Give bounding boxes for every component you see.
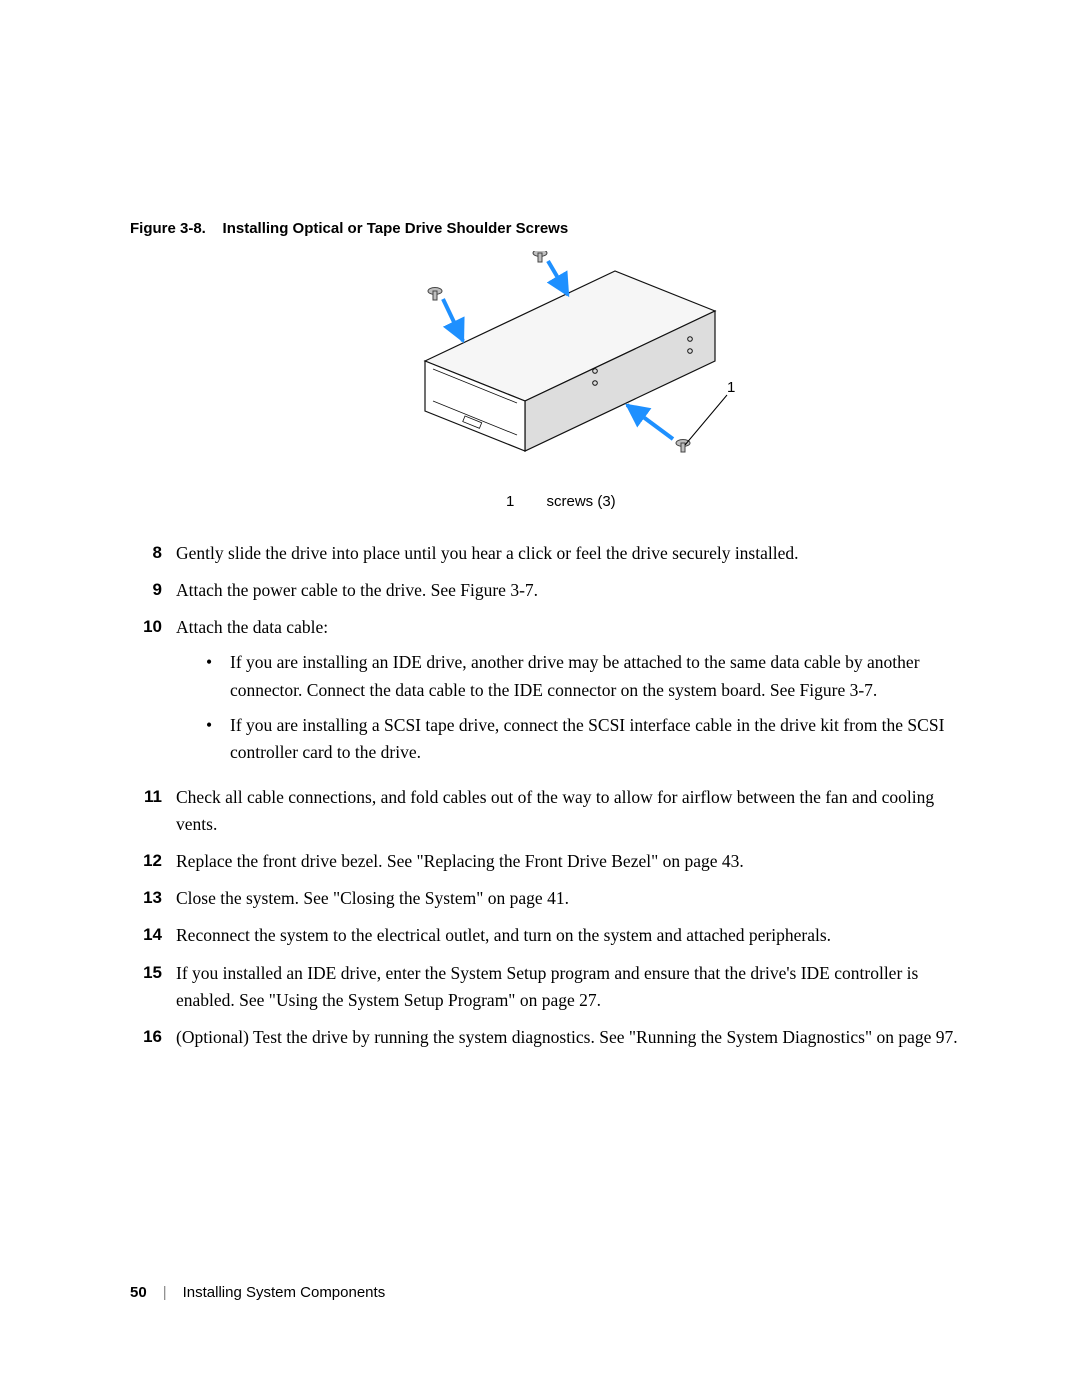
figure-legend: 1 screws (3) [130, 493, 960, 510]
steps-list: 8 Gently slide the drive into place unti… [130, 540, 960, 1051]
step-10-bullets: If you are installing an IDE drive, anot… [176, 649, 960, 766]
step-text-main: Attach the data cable: [176, 617, 328, 637]
step-text: If you installed an IDE drive, enter the… [176, 960, 960, 1014]
bullet: If you are installing a SCSI tape drive,… [206, 712, 960, 766]
step-text: Attach the data cable: If you are instal… [176, 614, 960, 774]
step-number: 8 [130, 540, 162, 566]
step-9: 9 Attach the power cable to the drive. S… [130, 577, 960, 604]
step-16: 16 (Optional) Test the drive by running … [130, 1024, 960, 1051]
figure-legend-number: 1 [474, 493, 514, 510]
step-number: 9 [130, 577, 162, 603]
figure-legend-text: screws (3) [547, 493, 616, 510]
figure-callout-1: 1 [727, 379, 735, 396]
page-footer: 50 | Installing System Components [130, 1284, 385, 1301]
step-text: Gently slide the drive into place until … [176, 540, 960, 567]
step-text: (Optional) Test the drive by running the… [176, 1024, 960, 1051]
bullet: If you are installing an IDE drive, anot… [206, 649, 960, 703]
step-8: 8 Gently slide the drive into place unti… [130, 540, 960, 567]
step-text: Close the system. See "Closing the Syste… [176, 885, 960, 912]
step-text: Reconnect the system to the electrical o… [176, 922, 960, 949]
figure-caption-title: Installing Optical or Tape Drive Shoulde… [223, 220, 569, 237]
step-text: Attach the power cable to the drive. See… [176, 577, 960, 604]
figure-diagram: 1 [315, 251, 775, 471]
step-10: 10 Attach the data cable: If you are ins… [130, 614, 960, 774]
page: Figure 3-8. Installing Optical or Tape D… [0, 0, 1080, 1397]
step-11: 11 Check all cable connections, and fold… [130, 784, 960, 838]
step-number: 16 [130, 1024, 162, 1050]
step-number: 11 [130, 784, 162, 810]
step-number: 15 [130, 960, 162, 986]
step-text: Replace the front drive bezel. See "Repl… [176, 848, 960, 875]
step-14: 14 Reconnect the system to the electrica… [130, 922, 960, 949]
step-number: 10 [130, 614, 162, 640]
figure-caption-prefix: Figure 3-8. [130, 220, 206, 237]
page-number: 50 [130, 1284, 147, 1301]
footer-section-title: Installing System Components [183, 1284, 386, 1301]
step-15: 15 If you installed an IDE drive, enter … [130, 960, 960, 1014]
step-13: 13 Close the system. See "Closing the Sy… [130, 885, 960, 912]
footer-separator: | [163, 1284, 167, 1301]
step-text: Check all cable connections, and fold ca… [176, 784, 960, 838]
step-number: 14 [130, 922, 162, 948]
step-number: 12 [130, 848, 162, 874]
figure-caption: Figure 3-8. Installing Optical or Tape D… [130, 220, 960, 237]
step-number: 13 [130, 885, 162, 911]
step-12: 12 Replace the front drive bezel. See "R… [130, 848, 960, 875]
